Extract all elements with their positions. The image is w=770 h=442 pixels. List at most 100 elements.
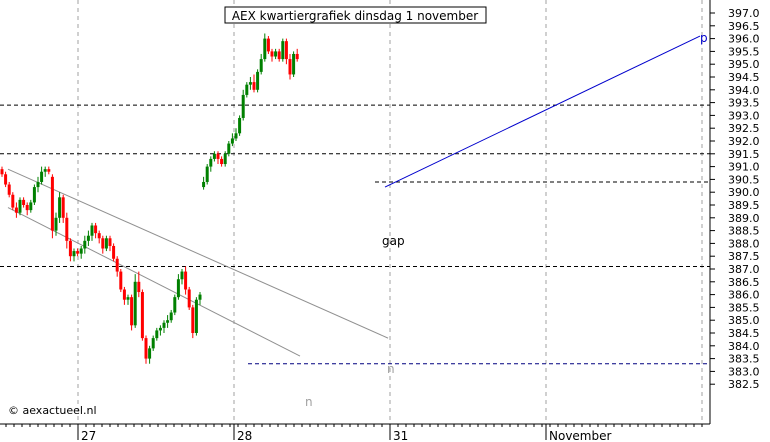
y-tick-label: 387.0	[728, 263, 760, 276]
y-tick-label: 384.5	[728, 327, 760, 340]
candle-body	[295, 53, 299, 60]
candle-body	[22, 199, 26, 205]
candle-body	[194, 299, 198, 333]
candle-body	[58, 197, 62, 218]
candle-body	[76, 251, 80, 254]
candle-body	[0, 169, 4, 175]
y-tick-label: 393.0	[728, 109, 760, 122]
candle-body	[14, 207, 18, 213]
x-tick-label: November	[549, 429, 611, 442]
chart-title-box	[224, 6, 487, 24]
candle-body	[274, 51, 278, 57]
y-tick-label: 390.0	[728, 186, 760, 199]
x-tick-label: 27	[81, 429, 96, 442]
y-tick-label: 393.5	[728, 97, 760, 110]
candle-body	[281, 41, 285, 60]
candle-body	[292, 53, 296, 75]
candle-body	[166, 320, 170, 323]
candle-body	[238, 117, 242, 134]
candle-body	[169, 312, 173, 321]
candles-group	[0, 33, 299, 364]
y-tick-label: 388.0	[728, 237, 760, 250]
y-tick-label: 387.5	[728, 250, 760, 263]
candle-body	[202, 181, 206, 188]
candle-body	[115, 258, 119, 272]
y-tick-label: 389.0	[728, 212, 760, 225]
y-tick-label: 386.5	[728, 276, 760, 289]
y-tick-label: 384.0	[728, 340, 760, 353]
grid-lines	[77, 0, 703, 424]
candle-body	[220, 158, 224, 165]
candle-body	[133, 281, 137, 326]
y-tick-label: 395.0	[728, 58, 760, 71]
candle-body	[29, 202, 33, 211]
candle-body	[158, 327, 162, 331]
candle-body	[79, 248, 83, 254]
candle-body	[277, 51, 281, 60]
candle-body	[259, 59, 263, 72]
candle-body	[256, 71, 260, 90]
candle-body	[187, 289, 191, 308]
candle-body	[61, 197, 65, 218]
y-tick-label: 385.5	[728, 301, 760, 314]
candle-body	[72, 251, 76, 257]
candle-body	[86, 235, 90, 241]
y-tick-label: 385.0	[728, 314, 760, 327]
candle-body	[216, 153, 220, 159]
y-tick-label: 396.0	[728, 33, 760, 46]
candle-body	[97, 233, 101, 239]
y-axis: 397.0396.5396.0395.5395.0394.5394.0393.5…	[709, 0, 760, 424]
candle-body	[144, 338, 148, 359]
candle-body	[180, 271, 184, 280]
x-axis: 27 28 31 November	[0, 423, 710, 442]
n-annotation-2: n	[387, 362, 395, 376]
candle-body	[234, 133, 238, 139]
horizontal-levels	[0, 104, 710, 365]
candle-body	[112, 245, 116, 259]
candle-body	[270, 51, 274, 57]
candle-body	[284, 41, 288, 60]
candle-body	[90, 225, 94, 236]
y-tick-label: 395.5	[728, 45, 760, 58]
candle-body	[140, 292, 144, 339]
candle-body	[119, 271, 123, 290]
y-tick-label: 394.5	[728, 71, 760, 84]
candle-body	[65, 217, 69, 241]
candle-body	[162, 322, 166, 328]
candle-body	[252, 82, 256, 90]
chart-title: AEX kwartiergrafiek dinsdag 1 november	[232, 9, 478, 23]
candle-body	[230, 138, 234, 144]
candle-body	[68, 240, 72, 257]
y-tick-label: 382.5	[728, 378, 760, 391]
candle-body	[50, 176, 54, 231]
y-tick-label: 392.5	[728, 122, 760, 135]
candle-body	[108, 238, 112, 246]
candle-body	[198, 294, 202, 300]
x-tick-label: 28	[237, 429, 252, 442]
channel-upper-line	[7, 168, 389, 339]
candle-body	[94, 225, 98, 234]
y-tick-label: 386.0	[728, 289, 760, 302]
y-tick-label: 391.5	[728, 148, 760, 161]
candle-body	[263, 38, 267, 60]
candle-body	[248, 82, 252, 85]
p-annotation: p	[700, 31, 708, 45]
candle-body	[130, 297, 134, 326]
candle-body	[43, 169, 47, 172]
candle-body	[148, 348, 152, 359]
y-tick-label: 383.0	[728, 365, 760, 378]
candle-body	[4, 174, 8, 185]
y-tick-label: 383.5	[728, 353, 760, 366]
y-tick-label: 389.5	[728, 199, 760, 212]
y-tick-label: 392.0	[728, 135, 760, 148]
candle-body	[266, 38, 270, 52]
y-tick-label: 391.0	[728, 161, 760, 174]
candle-body	[151, 338, 155, 349]
candle-body	[32, 187, 36, 203]
y-tick-label: 388.5	[728, 225, 760, 238]
candle-body	[47, 169, 51, 172]
candle-body	[212, 153, 216, 159]
candle-body	[25, 205, 29, 211]
candle-body	[7, 184, 11, 195]
n-annotation-1: n	[305, 395, 313, 409]
